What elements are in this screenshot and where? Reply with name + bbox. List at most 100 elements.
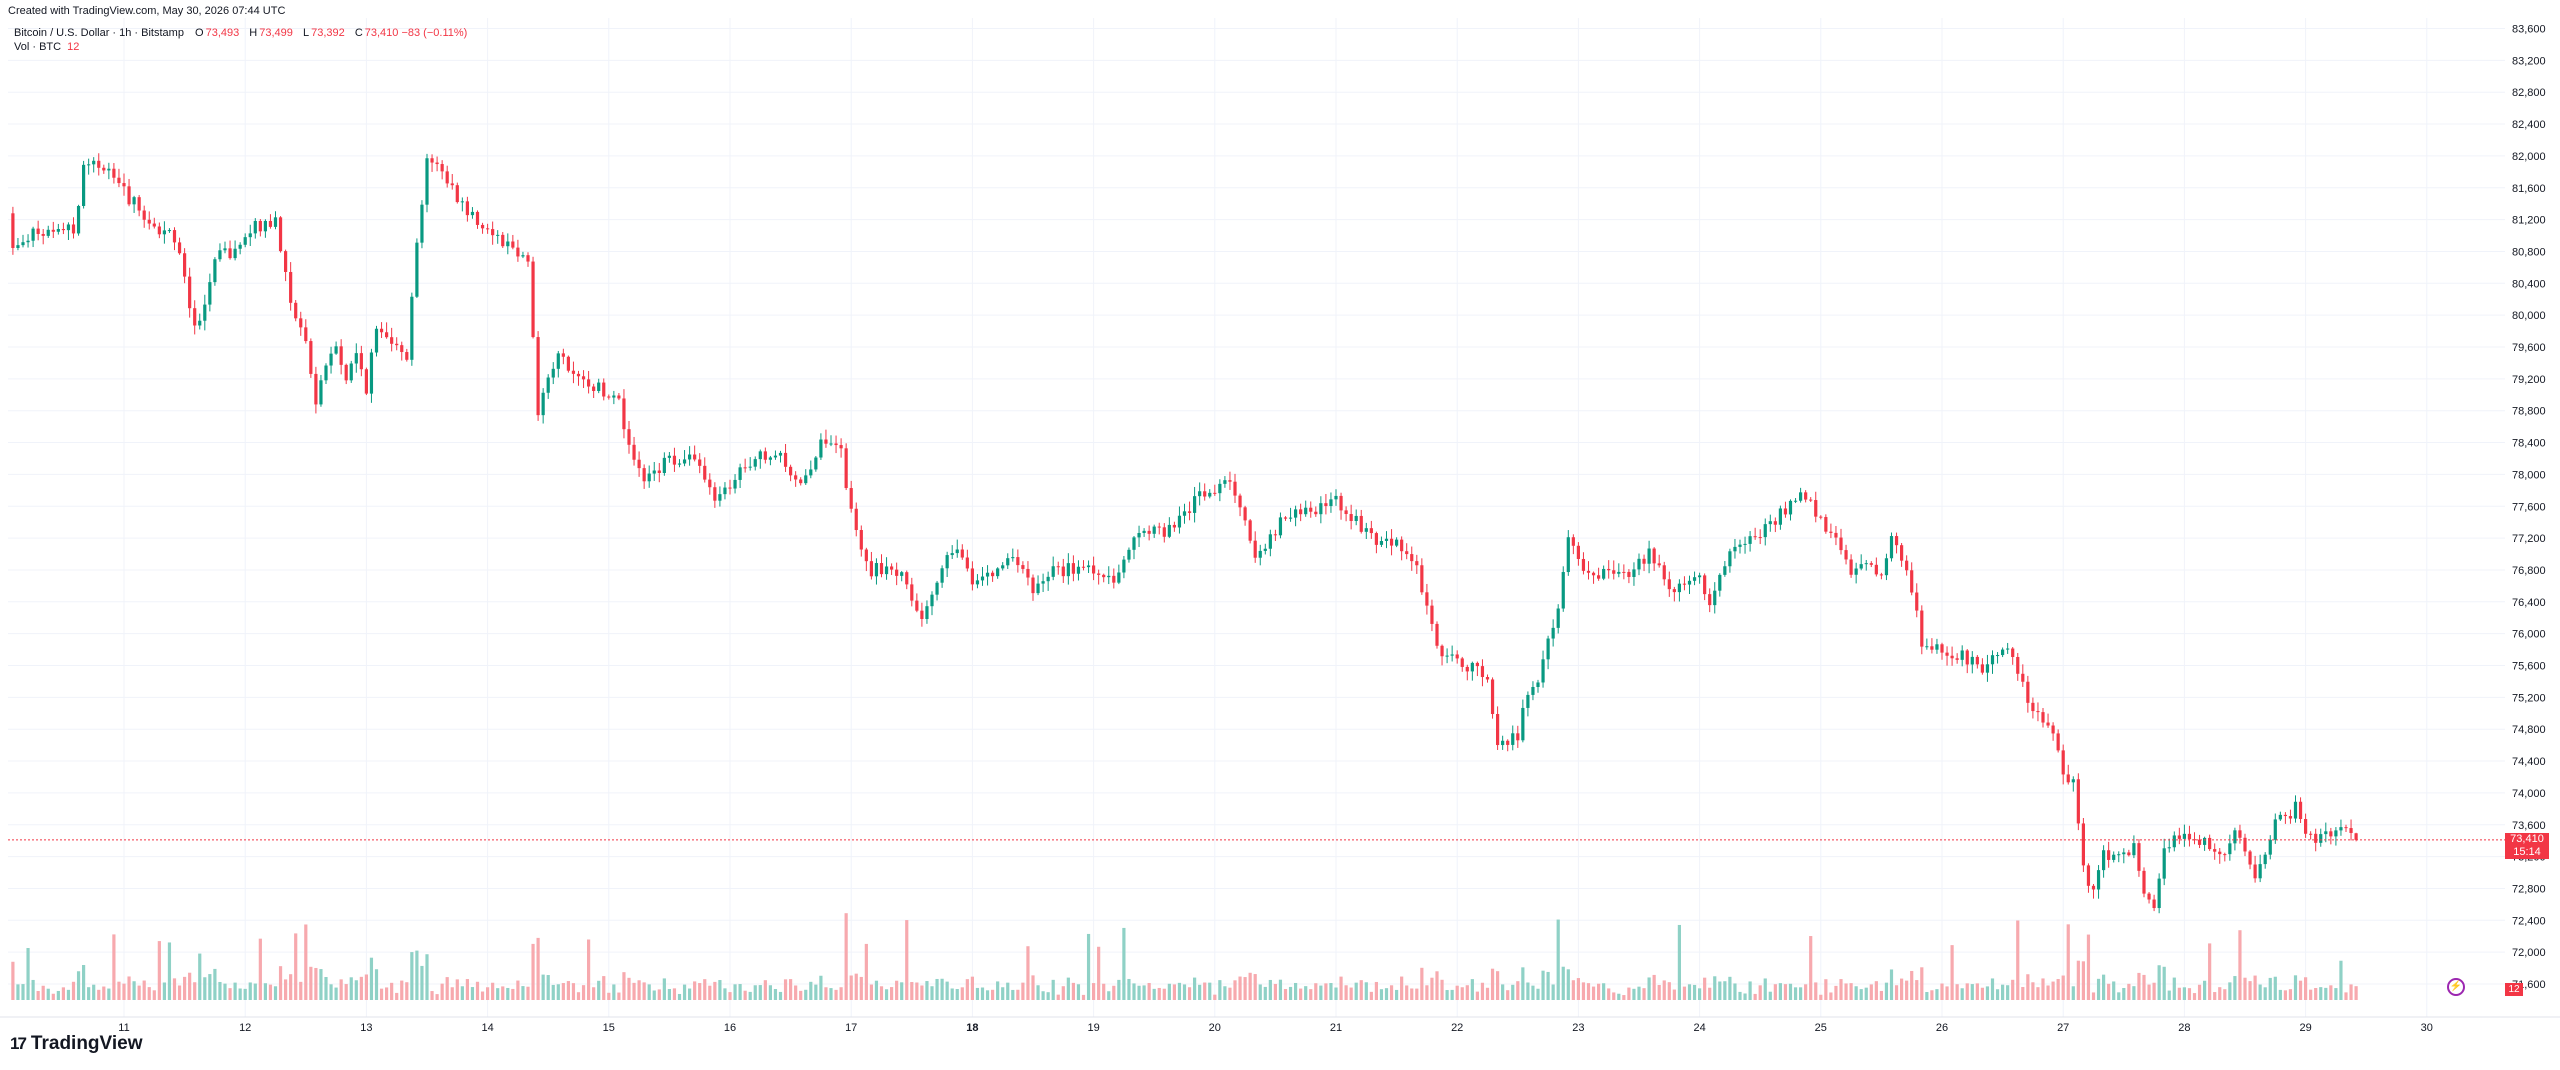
volume-bar [1349,987,1353,1000]
volume-bar [1218,980,1222,1000]
candle-body [248,233,252,238]
candle-body [1965,650,1969,665]
candle-body [869,561,873,577]
candle-body [1980,664,1984,673]
volume-bar [122,983,126,1000]
candle-body [1167,524,1171,537]
volume-bar [496,988,500,1000]
candle-body [87,164,91,166]
open-label: O [195,27,204,39]
volume-bar [1490,968,1495,1000]
volume-bar [1061,986,1065,1000]
candle-body [243,237,247,245]
candle-body [1586,570,1591,573]
volume-bar [1778,983,1782,1000]
volume-bar [541,974,545,1000]
candle-body [991,572,995,577]
candle-body [1753,536,1757,538]
time-axis[interactable]: 11 12 13 14 15 16 17 18 19 20 21 22 23 24 25 26 27 28 29 30 [118,1022,2433,1034]
candle-body [1389,538,1394,546]
volume-bar [82,965,86,1000]
volume-bar [364,974,368,1000]
candle-body [2208,837,2212,850]
volume-bar [309,966,313,1000]
volume-bar [304,924,308,1000]
volume-bar [1889,969,1894,1000]
volume-bar [1748,981,1752,1000]
volume-bar [672,988,677,1000]
time-tick-label: 17 [845,1022,857,1034]
volume-bar [1228,987,1232,1000]
tradingview-logo[interactable]: 17 TradingView [10,1033,143,1055]
candle-body [1046,576,1050,582]
volume-bar [2096,978,2101,1000]
volume-bar [268,984,273,1000]
volume-bar [1117,979,1121,1000]
candle-body [66,224,71,231]
candle-body [688,454,692,460]
volume-bar [314,967,318,1000]
volume-bar [475,981,480,1000]
volume-bar [1793,987,1798,1000]
volume-bar [637,980,641,1000]
candle-body [844,448,848,489]
volume-bar [172,978,177,1000]
volume-bar [1940,983,1944,1000]
volume-bar [819,975,823,1000]
candle-body [2248,851,2252,865]
price-tick-label: 72,400 [2512,915,2546,927]
volume-bar [617,992,621,1000]
candle-body [1622,571,1626,573]
candle-body [1677,583,1681,593]
volume-bar [975,987,980,1000]
candle-body [1107,575,1111,578]
candle-body [1162,527,1166,537]
symbol-label[interactable]: Bitcoin / U.S. Dollar · 1h · Bitstamp [14,27,184,39]
volume-bar [965,979,969,1000]
volume-bar [1066,977,1070,1000]
candle-body [1435,623,1439,646]
volume-bar [1864,987,1868,1000]
volume-bar [642,982,646,1000]
volume-label[interactable]: Vol · BTC [14,41,62,53]
candle-body [758,451,762,460]
candle-body [1470,662,1474,672]
candle-body [516,247,520,257]
volume-bar [809,981,813,1000]
volume-bar [1208,982,1212,1000]
candle-body [314,373,318,405]
candle-body [410,296,414,360]
candle-body [2016,657,2020,674]
volume-bar [1743,993,1747,1000]
price-tick-label: 77,600 [2512,501,2546,513]
candle-body [1889,536,1894,559]
volume-bar [1930,990,1934,1000]
volume-bar [940,978,944,1000]
candle-body [768,457,772,460]
candle-body [1809,499,1813,501]
volume-bar [1556,919,1560,1000]
candle-body [445,171,449,184]
candle-body [36,228,40,234]
volume-bar [1309,989,1313,1000]
volume-bar [2137,972,2141,1000]
candle-body [2172,835,2176,848]
volume-bar [2268,977,2272,1000]
candle-body [1940,644,1944,653]
close-value: 73,410 −83 (−0.11%) [364,27,468,39]
volume-bar [829,988,833,1000]
candle-body [2152,899,2156,909]
candle-body [1536,682,1540,688]
candle-body [1854,568,1858,575]
candle-body [576,373,581,377]
volume-bar [1445,990,1449,1000]
volume-bar [1894,985,1899,1000]
candle-body [233,248,237,259]
volume-bar [1879,990,1883,1000]
candle-body [920,610,924,620]
flash-icon[interactable]: ⚡ [2447,978,2465,996]
volume-bar [92,984,96,1000]
volume-bar [385,987,389,1000]
volume-bar [273,986,278,1000]
